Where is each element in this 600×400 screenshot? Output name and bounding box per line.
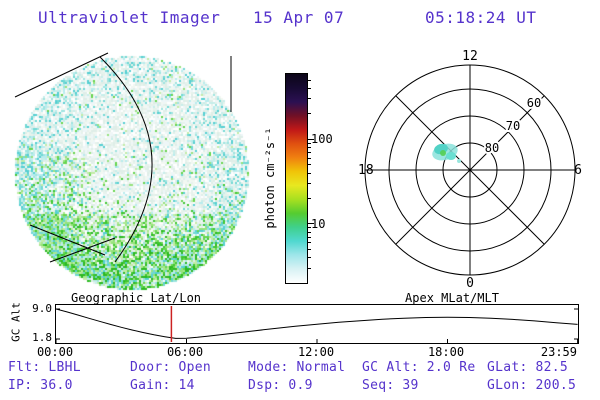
colorbar-tick	[307, 147, 311, 149]
colorbar-tick	[307, 87, 311, 89]
strip-xtick-1200: 12:00	[297, 345, 335, 359]
aurora-blob-east	[446, 152, 456, 160]
status-flt: Flt: LBHL	[8, 360, 81, 375]
strip-ytick-1-8: 1.8	[32, 331, 52, 344]
status-value: Open	[178, 360, 211, 375]
status-value: 2.0 Re	[426, 360, 476, 375]
header-date: 15 Apr 07	[253, 8, 345, 27]
strip-ytick-9: 9.0	[32, 302, 52, 315]
colorbar-tick	[307, 157, 311, 159]
mlat-label-60: 60	[527, 96, 541, 110]
colorbar-tick	[307, 113, 311, 115]
colorbar-tick	[307, 197, 311, 199]
grid-line-lower-left-a	[29, 224, 106, 256]
status-seq: Seq: 39	[362, 378, 419, 393]
status-gc-alt: GC Alt: 2.0 Re	[362, 360, 475, 375]
disk-grid-overlay	[14, 52, 232, 263]
colorbar-tick	[307, 142, 311, 144]
status-glat: GLat: 82.5	[487, 360, 568, 375]
colorbar-tick	[307, 98, 311, 100]
mlt-label-6: 6	[574, 163, 582, 178]
status-label: GLon:	[487, 378, 528, 393]
gc-alt-strip-chart	[55, 304, 579, 344]
strip-title-apex: Apex MLat/MLT	[405, 291, 499, 305]
colorbar-tick	[307, 223, 314, 225]
uv-disk-canvas	[11, 52, 251, 292]
aurora-blob-speck	[457, 159, 461, 163]
colorbar-ticks	[307, 73, 314, 282]
status-label: Flt:	[8, 360, 41, 375]
colorbar-tick	[307, 267, 311, 269]
colorbar-tick	[307, 231, 311, 233]
strip-title-geographic: Geographic Lat/Lon	[70, 291, 202, 305]
mlt-label-18: 18	[358, 163, 374, 178]
status-value: 39	[402, 378, 419, 393]
status-label: Gain:	[130, 378, 171, 393]
app-title: Ultraviolet Imager	[38, 8, 221, 27]
strip-xtick-1800: 18:00	[427, 345, 465, 359]
mlt-label-12: 12	[462, 50, 478, 64]
status-label: Seq:	[362, 378, 395, 393]
aurora-blob-green-core	[440, 150, 446, 156]
status-mode: Mode: Normal	[248, 360, 345, 375]
colorbar-tick-label-100: 100	[311, 132, 333, 146]
colorbar-unit-label: photon cm⁻²s⁻¹	[263, 127, 277, 229]
colorbar-tick-label-10: 10	[311, 217, 326, 231]
colorbar-tick	[307, 257, 311, 259]
colorbar-tick	[307, 248, 311, 250]
uv-disk-image	[11, 52, 251, 292]
colorbar-tick	[307, 138, 314, 140]
strip-xtick-2359: 23:59	[540, 345, 577, 359]
status-gain: Gain: 14	[130, 378, 195, 393]
status-ip: IP: 36.0	[8, 378, 73, 393]
status-door: Door: Open	[130, 360, 211, 375]
polar-diagonal-b	[395, 95, 545, 245]
gc-alt-curve	[55, 308, 578, 339]
status-value: LBHL	[48, 360, 81, 375]
status-label: GC Alt:	[362, 360, 419, 375]
apex-polar-plot: 12 0 18 6 60 70 80	[358, 50, 582, 290]
mlat-label-70: 70	[506, 119, 520, 133]
colorbar-tick	[307, 164, 311, 166]
grid-meridian-arc	[99, 56, 153, 263]
status-value: Normal	[296, 360, 346, 375]
colorbar-tick	[307, 236, 311, 238]
status-value: 82.5	[535, 360, 568, 375]
status-dsp: Dsp: 0.9	[248, 378, 313, 393]
grid-line-lower-left-b	[49, 237, 116, 263]
strip-xtick-0600: 06:00	[166, 345, 204, 359]
status-glon: GLon: 200.5	[487, 378, 576, 393]
strip-ylabel: GC Alt	[9, 302, 23, 342]
aurora-blob	[432, 143, 461, 163]
colorbar-tick	[307, 227, 311, 229]
colorbar-tick	[307, 151, 311, 153]
mlat-label-80: 80	[485, 141, 499, 155]
status-value: 0.9	[288, 378, 313, 393]
mlt-label-0: 0	[466, 276, 474, 290]
header-time: 05:18:24 UT	[425, 8, 537, 27]
strip-xtick-0000: 00:00	[36, 345, 74, 359]
status-value: 200.5	[535, 378, 577, 393]
status-label: Dsp:	[248, 378, 281, 393]
status-label: IP:	[8, 378, 33, 393]
status-label: GLat:	[487, 360, 528, 375]
colorbar-tick	[307, 79, 311, 81]
gc-alt-strip-svg	[55, 306, 579, 343]
colorbar-tick	[307, 183, 311, 185]
grid-line-upper-left	[14, 52, 109, 98]
status-label: Mode:	[248, 360, 289, 375]
status-value: 36.0	[40, 378, 73, 393]
colorbar	[285, 73, 308, 284]
status-label: Door:	[130, 360, 171, 375]
status-value: 14	[178, 378, 195, 393]
colorbar-tick	[307, 172, 311, 174]
colorbar-tick	[307, 242, 311, 244]
